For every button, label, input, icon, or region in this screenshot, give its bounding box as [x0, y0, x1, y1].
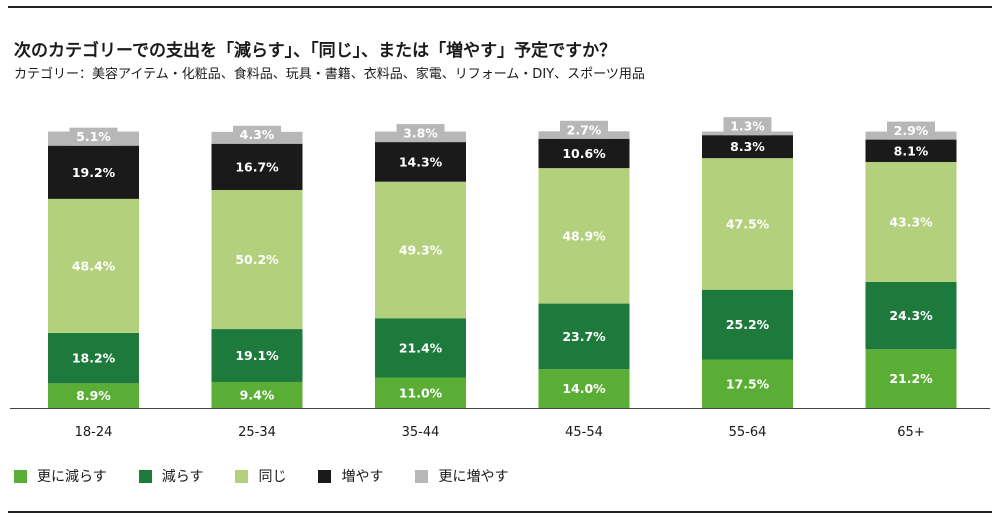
- data-label-increase_more-65+: 2.9%: [894, 123, 929, 138]
- data-label-decrease-35-44: 21.4%: [399, 340, 443, 355]
- data-label-same-18-24: 48.4%: [72, 258, 116, 273]
- x-tick-label-55-64: 55-64: [729, 425, 767, 440]
- data-label-same-55-64: 47.5%: [726, 216, 770, 231]
- bar-segment-same-35-44: [375, 181, 466, 319]
- legend-label-decrease: 減らす: [161, 469, 204, 485]
- legend-label-same: 同じ: [258, 469, 287, 485]
- data-label-same-45-54: 48.9%: [562, 228, 606, 243]
- bar-segment-same-45-54: [538, 168, 630, 304]
- label-box-35-44: [396, 124, 445, 143]
- legend-item-increase: 増やす: [318, 466, 383, 486]
- data-label-decrease_more-25-34: 9.4%: [240, 387, 275, 402]
- data-label-decrease_more-55-64: 17.5%: [726, 376, 770, 391]
- top-rule: [8, 6, 992, 8]
- data-label-increase_more-45-54: 2.7%: [567, 122, 602, 137]
- bar-segment-decrease-65+: [865, 281, 957, 350]
- data-label-same-35-44: 49.3%: [399, 242, 443, 257]
- legend-swatch-same: [235, 469, 249, 483]
- chart-subtitle: カテゴリー：美容アイテム・化粧品、食料品、玩具・書籍、衣料品、家電、リフォーム・…: [14, 67, 645, 82]
- bar-segment-decrease-18-24: [48, 332, 139, 384]
- x-tick-label-45-54: 45-54: [565, 425, 603, 440]
- label-box-55-64: [723, 117, 772, 136]
- bar-segment-decrease_more-18-24: [48, 383, 139, 408]
- bar-segment-same-55-64: [702, 158, 793, 290]
- legend-item-same: 同じ: [235, 466, 286, 486]
- data-label-increase_more-18-24: 5.1%: [76, 129, 111, 144]
- legend-swatch-increase_more: [415, 469, 429, 483]
- bar-segment-decrease_more-45-54: [538, 369, 630, 408]
- data-label-increase_more-25-34: 4.3%: [240, 127, 275, 142]
- bar-segment-decrease-55-64: [702, 289, 793, 360]
- data-label-decrease-18-24: 18.2%: [72, 351, 116, 366]
- bar-segment-increase-45-54: [538, 138, 630, 169]
- bar-segment-decrease_more-35-44: [375, 377, 466, 408]
- legend-swatch-decrease: [138, 469, 152, 483]
- bar-segment-decrease-25-34: [211, 329, 303, 382]
- bar-segment-decrease-45-54: [538, 303, 630, 370]
- legend-item-decrease_more: 更に減らす: [14, 466, 107, 486]
- bar-segment-same-18-24: [48, 198, 139, 333]
- data-label-decrease_more-45-54: 14.0%: [562, 381, 606, 396]
- data-label-decrease-45-54: 23.7%: [562, 329, 606, 344]
- legend-item-decrease: 減らす: [138, 466, 204, 486]
- bar-segment-increase-65+: [865, 139, 957, 163]
- data-label-increase-25-34: 16.7%: [235, 159, 279, 174]
- x-tick-label-35-44: 35-44: [402, 425, 440, 440]
- bar-segment-same-65+: [865, 162, 957, 282]
- label-box-65+: [887, 121, 935, 140]
- bar-segment-same-25-34: [211, 190, 303, 330]
- label-box-25-34: [233, 125, 281, 144]
- data-label-decrease_more-35-44: 11.0%: [399, 385, 443, 400]
- bar-segment-decrease_more-25-34: [211, 381, 303, 408]
- data-label-increase-35-44: 14.3%: [399, 154, 443, 169]
- data-label-increase_more-35-44: 3.8%: [403, 126, 438, 141]
- data-label-decrease-25-34: 19.1%: [235, 348, 279, 363]
- label-box-18-24: [69, 127, 118, 146]
- data-label-decrease_more-65+: 21.2%: [889, 371, 933, 386]
- bar-segment-decrease-35-44: [375, 318, 466, 378]
- bar-segment-decrease_more-55-64: [702, 359, 793, 408]
- legend-item-increase_more: 更に増やす: [415, 466, 508, 486]
- legend-label-decrease_more: 更に減らす: [37, 469, 107, 485]
- data-label-increase-65+: 8.1%: [894, 143, 929, 158]
- data-label-decrease_more-18-24: 8.9%: [76, 388, 111, 403]
- x-tick-label-18-24: 18-24: [75, 425, 113, 440]
- data-label-increase-55-64: 8.3%: [730, 139, 765, 154]
- legend-label-increase: 増やす: [341, 469, 384, 485]
- bar-segment-increase-18-24: [48, 145, 139, 199]
- bar-segment-increase-55-64: [702, 135, 793, 159]
- bottom-rule: [8, 511, 992, 513]
- x-tick-label-65+: 65+: [897, 425, 924, 440]
- data-label-decrease-65+: 24.3%: [889, 308, 933, 323]
- label-box-45-54: [560, 120, 608, 139]
- bar-segment-increase-25-34: [211, 143, 303, 191]
- data-label-increase_more-55-64: 1.3%: [730, 119, 765, 134]
- legend-label-increase_more: 更に増やす: [438, 469, 509, 485]
- bar-segment-decrease_more-65+: [865, 349, 957, 408]
- data-label-increase-45-54: 10.6%: [562, 146, 606, 161]
- data-label-same-65+: 43.3%: [889, 214, 933, 229]
- legend-swatch-increase: [318, 469, 332, 483]
- bar-segment-increase-35-44: [375, 142, 466, 182]
- data-label-increase-18-24: 19.2%: [72, 165, 116, 180]
- chart-title: 次のカテゴリーでの支出を「減らす」、「同じ」、または「増やす」予定ですか？: [14, 41, 617, 61]
- legend-swatch-decrease_more: [14, 469, 27, 483]
- x-tick-label-25-34: 25-34: [238, 425, 276, 440]
- data-label-same-25-34: 50.2%: [235, 252, 279, 267]
- chart-legend: 更に減らす 減らす 同じ 増やす 更に増やす: [14, 466, 540, 486]
- data-label-decrease-55-64: 25.2%: [726, 317, 770, 332]
